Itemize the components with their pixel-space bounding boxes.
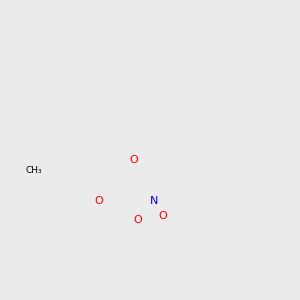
Text: N: N: [150, 196, 158, 206]
Text: O: O: [159, 211, 167, 221]
Text: O: O: [94, 196, 103, 206]
Text: O: O: [134, 215, 142, 226]
Text: O: O: [130, 155, 138, 165]
Text: CH₃: CH₃: [26, 166, 42, 175]
